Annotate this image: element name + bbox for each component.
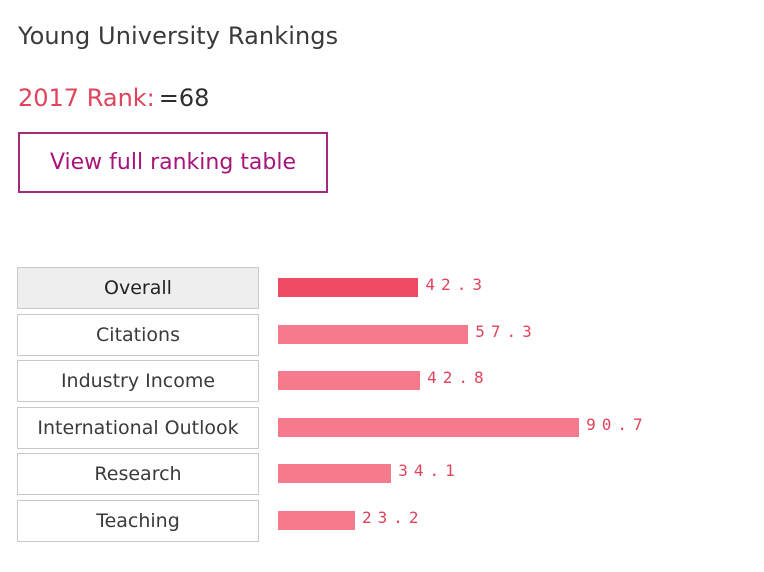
score-label-citations: 57.3 <box>475 322 538 341</box>
page-title: Young University Rankings <box>18 22 339 50</box>
score-label-industry-income: 42.8 <box>427 368 490 387</box>
score-label-international-outlook: 90.7 <box>586 415 649 434</box>
metric-button-citations[interactable]: Citations <box>17 314 259 356</box>
metric-button-overall[interactable]: Overall <box>17 267 259 309</box>
score-label-research: 34.1 <box>398 461 461 480</box>
rank-label: 2017 Rank: <box>18 84 155 112</box>
metric-button-research[interactable]: Research <box>17 453 259 495</box>
metric-row-overall: Overall 42.3 <box>0 267 764 309</box>
score-bar-citations <box>278 325 469 344</box>
score-label-overall: 42.3 <box>425 275 488 294</box>
metric-row-research: Research 34.1 <box>0 453 764 495</box>
metric-row-industry-income: Industry Income 42.8 <box>0 360 764 402</box>
rank-line: 2017 Rank: =68 <box>18 84 209 112</box>
score-bar-international-outlook <box>278 418 580 437</box>
score-bar-teaching <box>278 511 356 530</box>
metric-row-international-outlook: International Outlook 90.7 <box>0 407 764 449</box>
score-bar-overall <box>278 278 419 297</box>
metric-button-international-outlook[interactable]: International Outlook <box>17 407 259 449</box>
view-full-ranking-button[interactable]: View full ranking table <box>18 132 328 193</box>
score-bar-research <box>278 464 392 483</box>
metric-button-industry-income[interactable]: Industry Income <box>17 360 259 402</box>
score-bar-industry-income <box>278 371 421 390</box>
rank-value: =68 <box>158 84 210 112</box>
metric-button-teaching[interactable]: Teaching <box>17 500 259 542</box>
score-label-teaching: 23.2 <box>362 508 425 527</box>
metric-row-teaching: Teaching 23.2 <box>0 500 764 542</box>
metric-row-citations: Citations 57.3 <box>0 314 764 356</box>
